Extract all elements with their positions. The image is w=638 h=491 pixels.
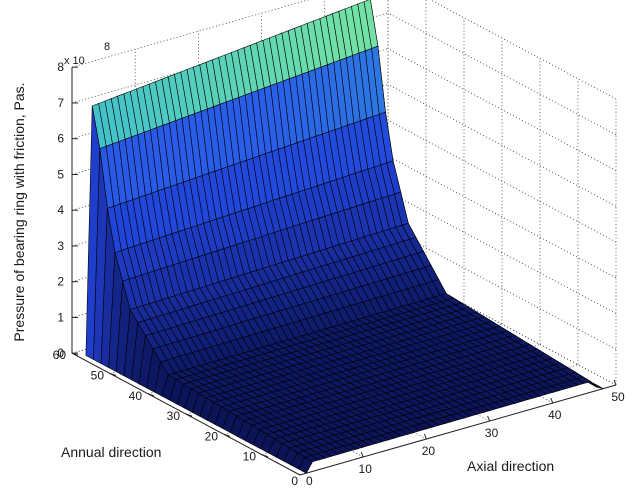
x-tick-mark [613, 379, 617, 386]
y-tick-label: 50 [91, 369, 105, 383]
z-tick-label: 4 [57, 203, 64, 217]
y-tick-mark [223, 433, 231, 437]
grid-line [387, 12, 617, 136]
z-tick-label: 5 [57, 167, 64, 181]
x-tick-mark [360, 451, 364, 458]
z-tick-label: 8 [57, 60, 64, 74]
surface-patch [298, 456, 314, 474]
x-axis-label: Axial direction [467, 458, 554, 474]
z-axis-label: Pressure of bearing ring with friction, … [11, 82, 27, 341]
x-tick-mark [487, 415, 491, 422]
z-tick-label: 3 [57, 239, 64, 253]
y-tick-label: 20 [205, 429, 219, 443]
z-exponent-base: x 10 [64, 55, 85, 67]
x-tick-mark [550, 397, 554, 404]
z-tick-label: 6 [57, 132, 64, 146]
grid-line [71, 0, 310, 68]
y-tick-mark [109, 373, 117, 376]
x-axis-line [299, 384, 617, 476]
y-tick-mark [261, 454, 269, 458]
y-tick-mark [147, 393, 155, 397]
grid-line [387, 262, 617, 386]
x-tick-label: 0 [306, 474, 313, 486]
y-tick-label: 60 [53, 348, 67, 362]
grid-line [387, 155, 617, 279]
z-tick-label: 2 [57, 275, 64, 289]
y-axis-label: Annual direction [61, 444, 161, 460]
x-tick-label: 30 [485, 426, 499, 440]
z-exponent-power: 8 [104, 41, 110, 53]
y-tick-mark [185, 413, 193, 417]
grid-line [387, 227, 617, 350]
x-tick-label: 40 [548, 408, 562, 422]
grid-line [429, 0, 617, 100]
y-tick-label: 10 [243, 450, 257, 464]
y-tick-label: 40 [129, 389, 143, 403]
x-tick-label: 50 [611, 390, 625, 404]
z-tick-label: 7 [57, 96, 64, 110]
z-tick-label: 0 [57, 346, 64, 360]
y-tick-label: 0 [291, 474, 298, 486]
grid-line [387, 84, 617, 207]
x-tick-mark [423, 433, 427, 440]
y-tick-label: 30 [167, 409, 181, 423]
y-tick-mark [71, 352, 79, 356]
z-tick-label: 1 [57, 310, 64, 324]
surface-layer [85, 0, 604, 474]
x-tick-label: 10 [359, 462, 373, 476]
x-tick-label: 20 [422, 444, 436, 458]
